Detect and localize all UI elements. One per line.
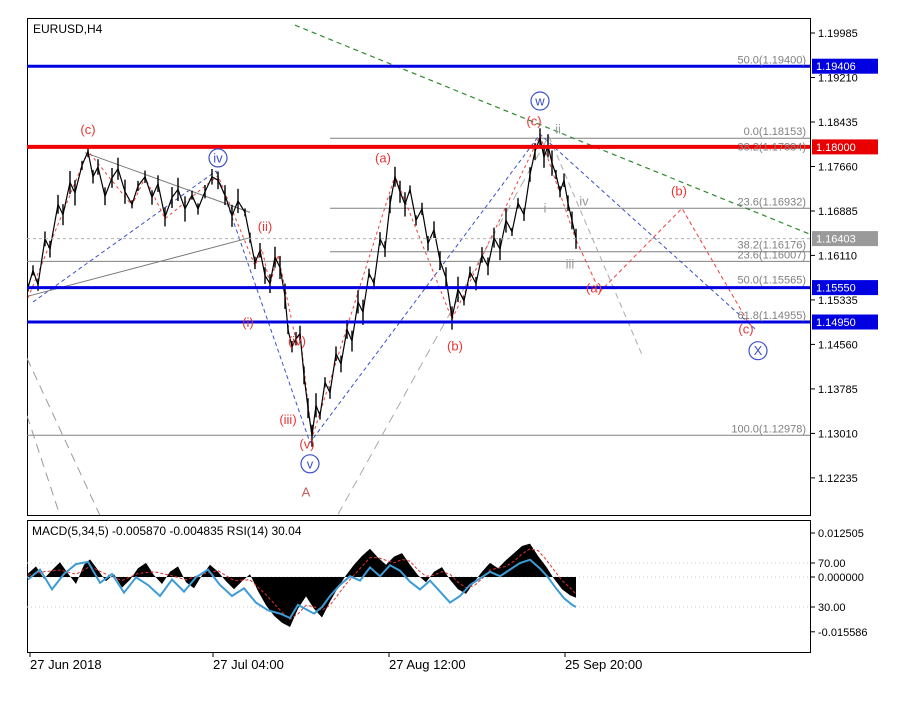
blue-wave-path[interactable] (32, 133, 758, 444)
fib-label: 0.0(1.18153) (744, 126, 806, 138)
wave-label[interactable]: (a) (586, 281, 602, 296)
indicator-panel[interactable] (27, 520, 811, 653)
wave-circle[interactable] (300, 454, 320, 474)
time-tick-label: 27 Aug 12:00 (389, 657, 466, 672)
price-tick-label: 1.19985 (818, 28, 858, 40)
fib-label: 61.8(1.14955) (738, 310, 807, 322)
triangle-upper[interactable] (84, 152, 251, 213)
rsi-line (27, 558, 577, 620)
price-flag-bg (812, 280, 878, 296)
price-tick-label: 1.12235 (818, 473, 858, 485)
wave-label[interactable]: iv (579, 193, 589, 208)
wave-label[interactable]: X (754, 343, 763, 358)
wave-label[interactable]: w (534, 94, 545, 109)
indicator-tick-label: 0.000000 (818, 572, 864, 584)
price-axis[interactable]: 1.19985 1.19210 1.18435 1.17660 1.16885 1.161… (810, 28, 878, 485)
wave-label[interactable]: (b) (671, 184, 687, 199)
wave-label[interactable]: A (302, 485, 311, 500)
fib-label: 100.0(1.12978) (731, 423, 806, 435)
wave-label[interactable]: (c) (526, 114, 541, 129)
indicator-content (27, 543, 810, 627)
price-tick-label: 1.19210 (818, 73, 858, 85)
price-flag-label: 1.16403 (816, 234, 856, 246)
wave-label[interactable]: (v) (299, 436, 314, 451)
fib-label: 38.2(1.16176) (738, 240, 807, 252)
wave-label[interactable]: (c) (80, 122, 95, 137)
wave-label[interactable]: (iii) (279, 412, 296, 427)
wave-label[interactable]: iii (566, 257, 575, 272)
fib-label: 23.6(1.16007) (738, 249, 807, 261)
fib-label: 23.6(1.16932) (738, 196, 807, 208)
fib-label: 38.2(1.17884) (738, 142, 807, 154)
fib-label: 50.0(1.19400) (738, 55, 807, 67)
fib-label: 50.0(1.15565) (738, 275, 807, 287)
main-chart-content: 50.0(1.19400) 0.0(1.18153) 38.2(1.17884) 23… (27, 24, 810, 516)
wave-label[interactable]: (i) (242, 315, 254, 330)
time-tick-label: 27 Jul 04:00 (213, 657, 284, 672)
price-flag-label: 1.19406 (816, 61, 856, 73)
time-tick-label: 25 Sep 20:00 (565, 657, 642, 672)
indicator-tick-label: 70.00 (818, 558, 846, 570)
wave-label[interactable]: iv (213, 150, 223, 165)
green-trendline[interactable] (294, 24, 810, 235)
price-tick-label: 1.16885 (818, 206, 858, 218)
symbol-timeframe-label: EURUSD,H4 (33, 22, 103, 36)
price-tick-label: 1.18435 (818, 117, 858, 129)
price-tick-label: 1.16110 (818, 250, 857, 262)
indicator-tick-label: 30.00 (818, 602, 846, 614)
wave-circle[interactable] (208, 148, 228, 168)
wave-label[interactable]: (c) (738, 321, 753, 336)
main-chart-panel[interactable] (27, 18, 811, 516)
price-line (27, 135, 577, 436)
wave-circle[interactable] (530, 91, 550, 111)
price-flag-label: 1.18000 (816, 142, 856, 154)
wave-label[interactable]: (iv) (288, 334, 306, 349)
wave-circle[interactable] (748, 341, 768, 361)
price-tick-label: 1.13010 (818, 428, 858, 440)
macd-area (28, 543, 576, 627)
indicator-tick-label: -0.015586 (818, 627, 868, 639)
indicator-values-label: MACD(5,34,5) -0.005870 -0.004835 RSI(14)… (32, 524, 302, 538)
wave-label[interactable]: (b) (447, 339, 463, 354)
indicator-tick-label: 0.012505 (818, 528, 864, 540)
wave-label[interactable]: (ii) (258, 219, 272, 234)
gray-rise-line[interactable] (337, 135, 550, 515)
gray-channel-2[interactable] (27, 415, 61, 516)
red-projection[interactable] (575, 207, 749, 323)
price-flag-bg (812, 231, 878, 247)
wave-label[interactable]: ii (555, 122, 561, 137)
wave-label[interactable]: i (544, 200, 547, 215)
time-axis[interactable]: 27 Jun 2018 27 Jul 04:00 27 Aug 12:00 25 Se… (29, 652, 642, 672)
price-tick-label: 1.13785 (818, 384, 858, 396)
price-flag-bg (812, 314, 878, 330)
price-tick-label: 1.14560 (818, 339, 858, 351)
wave-label[interactable]: (a) (375, 150, 391, 165)
price-flag-bg (812, 58, 878, 74)
price-tick-label: 1.17660 (818, 162, 858, 174)
price-flag-bg (812, 139, 878, 155)
indicator-axis[interactable]: 0.012505 70.00 0.000000 30.00 -0.015586 (810, 528, 868, 639)
price-flag-label: 1.15550 (816, 283, 856, 295)
wave-label[interactable]: v (307, 456, 314, 471)
time-tick-label: 27 Jun 2018 (30, 657, 102, 672)
price-tick-label: 1.15335 (818, 295, 858, 307)
price-flag-label: 1.14950 (816, 317, 856, 329)
